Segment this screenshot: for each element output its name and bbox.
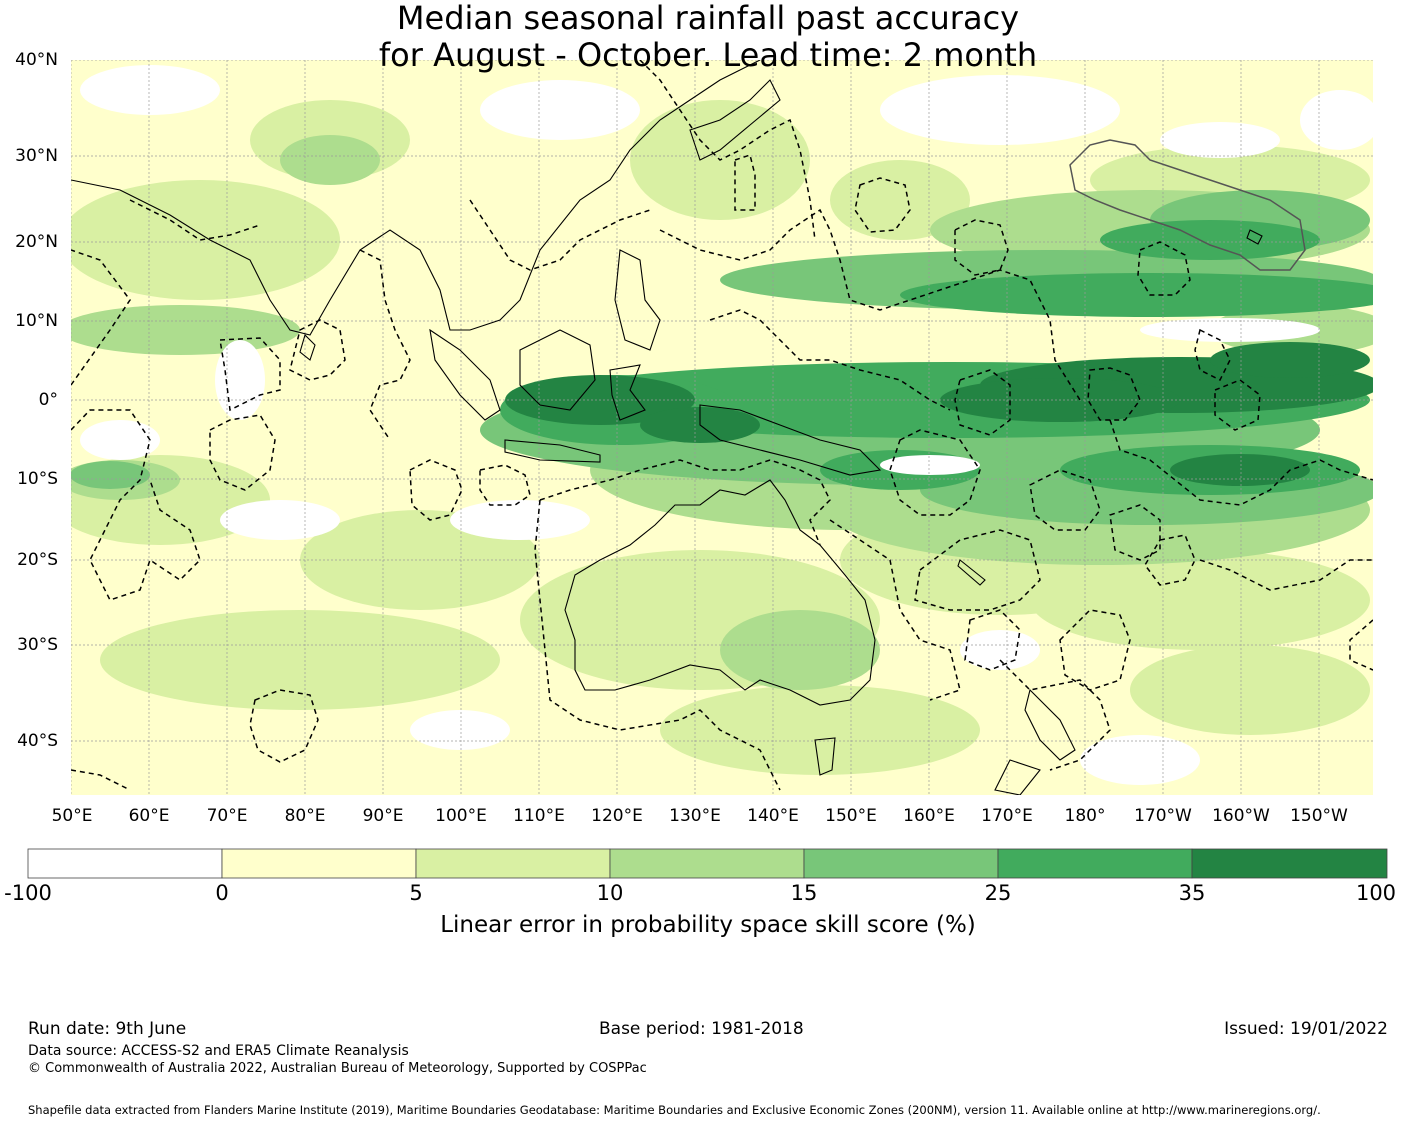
new-guinea-coastline (699, 404, 882, 476)
lon-label: 60°E (128, 806, 170, 826)
colorbar-segment-3 (609, 848, 805, 879)
lon-label: 100°E (435, 806, 487, 826)
copyright: © Commonwealth of Australia 2022, Austra… (28, 1061, 647, 1076)
skill-map (71, 60, 1373, 795)
map-title-line-1: Median seasonal rainfall past accuracy (396, 0, 1020, 37)
lon-label: 110°E (513, 806, 565, 826)
colorbar-segment-5 (997, 848, 1193, 879)
shapefile-credit: Shapefile data extracted from Flanders M… (28, 1103, 1321, 1117)
lon-label: 120°E (591, 806, 643, 826)
lon-label: 170°E (981, 806, 1033, 826)
eez-boundaries (71, 60, 1373, 791)
hawaii-eez-outline (1069, 139, 1306, 271)
colorbar-segment-0 (27, 848, 223, 879)
base-period: Base period: 1981-2018 (599, 1019, 804, 1039)
new-caledonia-coastline (957, 559, 986, 586)
data-source: Data source: ACCESS-S2 and ERA5 Climate … (28, 1043, 409, 1059)
lon-label: 170°W (1134, 806, 1192, 826)
hawaii-coastline (1246, 229, 1263, 245)
lat-label: 30°S (17, 635, 58, 655)
colorbar-tick-label: 100 (1355, 881, 1397, 905)
lat-label: 20°N (15, 232, 58, 252)
colorbar-tick-label: 15 (790, 881, 818, 905)
japan-coastline (689, 79, 781, 161)
lat-label: 20°S (17, 550, 58, 570)
sulawesi-coastline (609, 364, 646, 421)
lon-label: 90°E (362, 806, 404, 826)
java-coastline (504, 439, 601, 463)
colorbar-axis-label: Linear error in probability space skill … (440, 912, 976, 938)
lat-label: 10°S (17, 469, 58, 489)
asia-coastline (71, 60, 761, 336)
sumatra-coastline (429, 328, 501, 421)
lon-label: 150°W (1290, 806, 1348, 826)
colorbar-tick-label: 10 (596, 881, 624, 905)
issued-date: Issued: 19/01/2022 (1224, 1019, 1388, 1039)
colorbar-segment-2 (415, 848, 611, 879)
new-zealand-coastline (994, 688, 1076, 795)
australia-coastline (564, 479, 876, 706)
colorbar-segment-4 (803, 848, 999, 879)
sri-lanka-coastline (299, 333, 316, 361)
colorbar-segment-6 (1191, 848, 1388, 879)
colorbar-segment-1 (221, 848, 417, 879)
lon-label: 70°E (206, 806, 248, 826)
colorbar-tick-label: 5 (409, 881, 423, 905)
lat-label: 40°N (15, 50, 58, 70)
borneo-coastline (519, 329, 596, 411)
lon-label: 130°E (669, 806, 721, 826)
lon-label: 160°E (903, 806, 955, 826)
run-date: Run date: 9th June (28, 1019, 187, 1039)
colorbar-tick-label: 0 (215, 881, 229, 905)
lat-label: 10°N (15, 311, 58, 331)
colorbar-tick-label: -100 (4, 881, 52, 905)
lat-label: 0° (38, 390, 58, 410)
lat-label: 30°N (15, 146, 58, 166)
tasmania-coastline (814, 737, 836, 776)
map-title-line-2: for August - October. Lead time: 2 month (378, 36, 1038, 74)
colorbar (27, 848, 1388, 879)
lon-label: 160°W (1212, 806, 1270, 826)
colorbar-tick-label: 25 (984, 881, 1012, 905)
lon-label: 180° (1064, 806, 1106, 826)
lon-label: 140°E (747, 806, 799, 826)
lon-label: 80°E (284, 806, 326, 826)
coastlines (71, 60, 1263, 795)
lat-label: 40°S (17, 731, 58, 751)
colorbar-tick-label: 35 (1178, 881, 1206, 905)
philippines-coastline (614, 249, 661, 351)
lon-label: 150°E (825, 806, 877, 826)
lon-label: 50°E (51, 806, 93, 826)
graticule (71, 60, 1373, 795)
